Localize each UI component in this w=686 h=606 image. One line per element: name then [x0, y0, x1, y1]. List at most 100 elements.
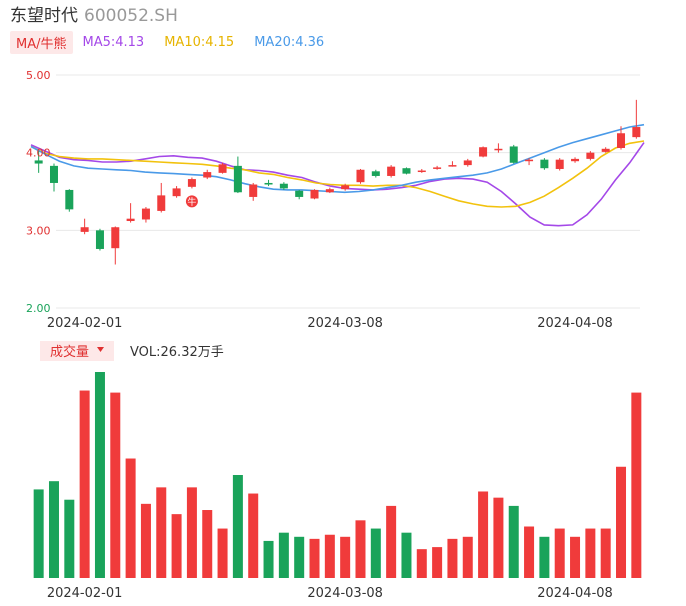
candle	[34, 151, 43, 173]
candle	[249, 182, 258, 201]
bull-marker-icon	[185, 195, 198, 208]
candle-body	[540, 159, 549, 169]
candle	[264, 179, 273, 187]
candle-body	[525, 159, 534, 162]
stock-title: 东望时代 600052.SH	[10, 5, 178, 27]
x-tick-label: 2024-04-08	[537, 586, 613, 601]
caret-down-icon	[97, 347, 104, 352]
candle	[387, 165, 396, 178]
candle	[172, 186, 181, 198]
volume-bar	[79, 390, 90, 578]
volume-label: VOL:26.32万手	[130, 345, 224, 360]
candle-body	[494, 148, 503, 151]
candle	[310, 189, 319, 200]
volume-pill-bg[interactable]	[40, 341, 114, 361]
ma20-line	[30, 123, 645, 194]
candle	[525, 158, 534, 166]
candle	[295, 189, 304, 200]
candle	[95, 228, 104, 251]
candle-body	[509, 146, 518, 163]
candle	[617, 126, 626, 150]
volume-bar	[186, 487, 197, 578]
candle-body	[433, 167, 442, 169]
candle	[203, 169, 212, 180]
volume-bar	[616, 466, 627, 578]
candle-body	[586, 152, 595, 159]
candle-body	[479, 147, 488, 157]
y-tick-label: 4.00	[26, 147, 51, 160]
candle-body	[126, 218, 135, 222]
candle-body	[187, 179, 196, 187]
volume-bar	[570, 536, 581, 578]
volume-bar	[524, 526, 535, 578]
x-tick-label: 2024-02-01	[47, 586, 123, 601]
ma10-label: MA10:4.15	[164, 34, 235, 50]
volume-bar	[493, 497, 504, 578]
volume-bar	[370, 528, 381, 578]
candle	[402, 167, 411, 175]
candle-body	[203, 172, 212, 178]
stock-code: 600052.SH	[84, 6, 178, 26]
volume-bar	[386, 505, 397, 578]
candle	[65, 189, 74, 212]
volume-bar	[462, 536, 473, 578]
candle	[80, 218, 89, 235]
indicator-selector-button[interactable]: MA/牛熊	[10, 30, 73, 54]
candle-body	[555, 159, 564, 169]
candle-body	[325, 189, 334, 193]
bull-marker-glyph: 牛	[187, 196, 196, 208]
ma10-line	[30, 140, 645, 208]
candle-body	[571, 158, 580, 162]
candle-body	[402, 168, 411, 174]
candle-body	[341, 185, 350, 190]
candle	[356, 168, 365, 184]
candle	[632, 99, 641, 139]
volume-bar	[554, 528, 565, 578]
volume-bar	[539, 536, 550, 578]
candlesticks	[34, 99, 641, 265]
volume-bar	[432, 547, 443, 578]
volume-bar	[478, 491, 489, 578]
ma20-label: MA20:4.36	[254, 34, 325, 50]
volume-pill[interactable]: 成交量	[50, 344, 89, 360]
volume-bars	[33, 372, 642, 578]
price-axis: 5.00 4.00 3.00 2.00	[26, 69, 51, 315]
candle	[555, 158, 564, 171]
volume-bar	[278, 532, 289, 578]
candle	[111, 226, 120, 265]
candle	[433, 165, 442, 170]
candle-body	[218, 164, 227, 173]
candle-body	[233, 165, 242, 193]
candle-body	[95, 230, 104, 249]
candle	[157, 182, 166, 213]
candle	[540, 158, 549, 170]
candle	[601, 147, 610, 153]
candle	[494, 143, 503, 153]
candle-body	[49, 165, 58, 183]
volume-bar	[33, 489, 44, 578]
volume-bar	[140, 503, 151, 578]
volume-bar	[355, 520, 366, 578]
volume-date-axis: 2024-02-01 2024-03-08 2024-04-08	[47, 586, 613, 601]
volume-bar	[324, 534, 335, 578]
x-tick-label: 2024-03-08	[307, 316, 383, 331]
volume-bar	[110, 392, 121, 578]
volume-bar	[416, 549, 427, 578]
candle	[463, 158, 472, 167]
x-tick-label: 2024-04-08	[537, 316, 613, 331]
volume-bar	[156, 487, 167, 578]
candle-body	[371, 171, 380, 176]
volume-bar	[631, 392, 642, 578]
candle-body	[141, 208, 150, 220]
volume-bar	[294, 536, 305, 578]
candle	[141, 207, 150, 223]
volume-bar	[309, 538, 320, 578]
candle-body	[80, 227, 89, 232]
volume-bar	[48, 481, 59, 578]
moving-average-lines	[30, 123, 645, 227]
candle-body	[417, 170, 426, 173]
volume-bar	[64, 499, 75, 578]
candle	[479, 146, 488, 158]
candle	[187, 177, 196, 189]
